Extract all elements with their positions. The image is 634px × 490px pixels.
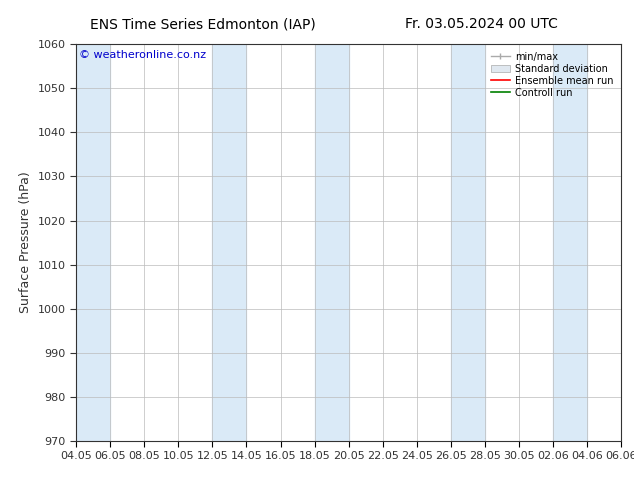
Y-axis label: Surface Pressure (hPa): Surface Pressure (hPa) [19, 172, 32, 314]
Bar [451, 44, 485, 441]
Text: ENS Time Series Edmonton (IAP): ENS Time Series Edmonton (IAP) [90, 17, 316, 31]
Legend: min/max, Standard deviation, Ensemble mean run, Controll run: min/max, Standard deviation, Ensemble me… [488, 49, 616, 100]
Bar [212, 44, 247, 441]
Bar [553, 44, 587, 441]
Bar [314, 44, 349, 441]
Text: © weatheronline.co.nz: © weatheronline.co.nz [79, 50, 206, 60]
Text: Fr. 03.05.2024 00 UTC: Fr. 03.05.2024 00 UTC [405, 17, 559, 31]
Bar [76, 44, 110, 441]
